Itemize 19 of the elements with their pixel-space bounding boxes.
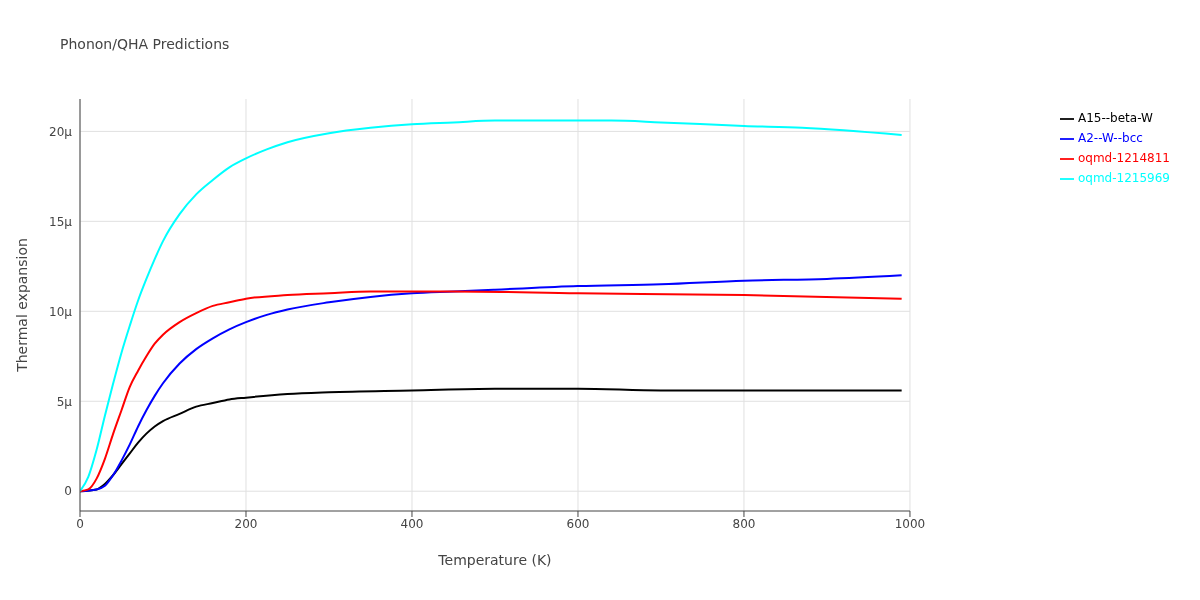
x-tick-label: 1000: [894, 516, 926, 531]
x-tick-label: 800: [732, 516, 756, 531]
y-tick-label: 15μ: [49, 214, 73, 229]
chart-title: Phonon/QHA Predictions: [60, 36, 230, 52]
legend-label: oqmd-1215969: [1077, 171, 1170, 185]
x-tick-label: 600: [566, 516, 590, 531]
x-tick-label: 200: [234, 516, 258, 531]
y-tick-label: 20μ: [49, 124, 73, 139]
x-tick-label: 0: [76, 516, 84, 531]
legend-label: oqmd-1214811: [1077, 151, 1170, 165]
y-axis-title: Thermal expansion: [13, 238, 30, 373]
x-tick-label: 400: [400, 516, 424, 531]
line-series: [80, 119, 903, 493]
y-tick-label: 10μ: [49, 304, 73, 319]
x-axis-title: Temperature (K): [437, 552, 552, 568]
y-tick-label: 0: [64, 484, 72, 499]
legend-label: A15--beta-W: [1077, 111, 1153, 125]
y-tick-label: 5μ: [56, 394, 73, 409]
legend-label: A2--W--bcc: [1077, 131, 1143, 145]
